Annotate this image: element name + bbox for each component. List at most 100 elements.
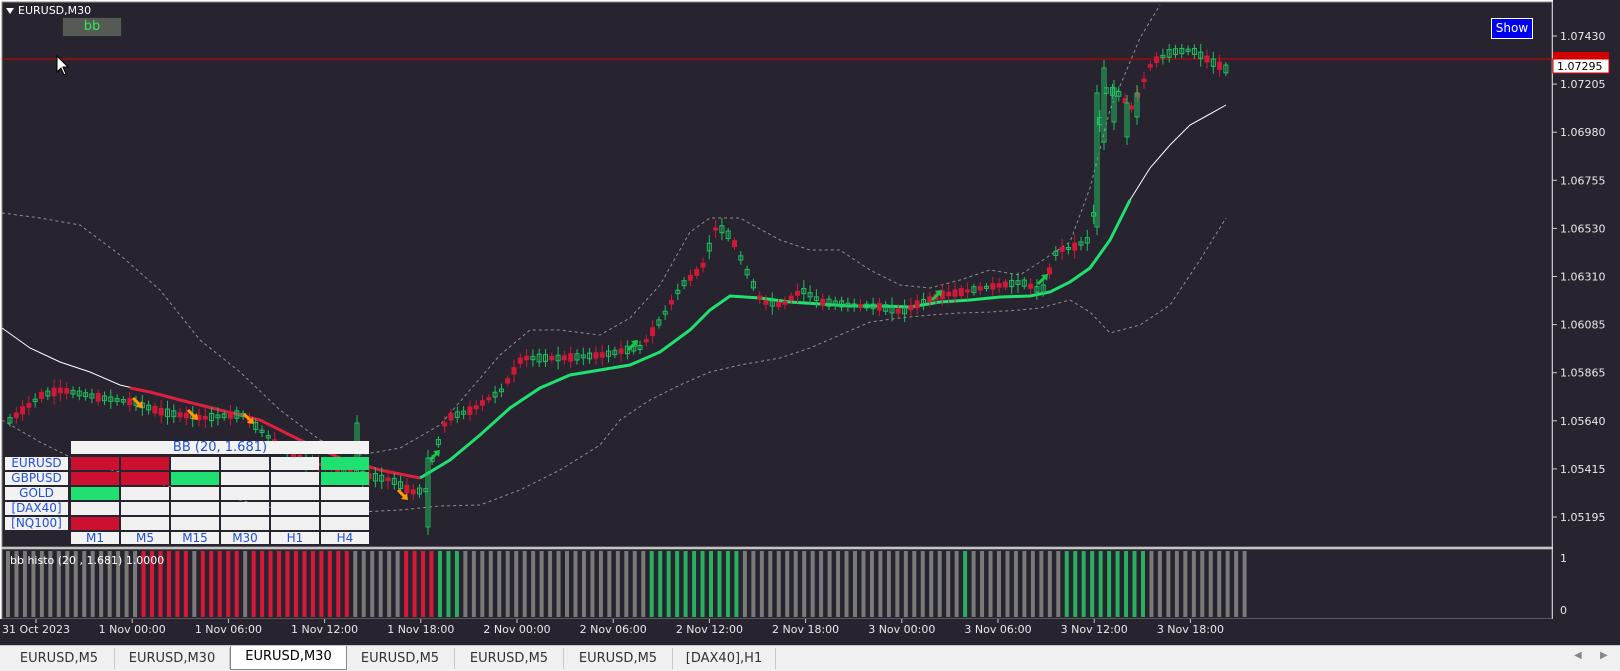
histogram-bar xyxy=(929,551,934,617)
price-chart[interactable]: 1.07430 1.07205 1.06980 1.06755 1.06530 1.063… xyxy=(0,0,1620,645)
candle-body xyxy=(435,439,441,446)
histogram-bar xyxy=(378,551,383,617)
dashboard-cell xyxy=(221,517,269,530)
histogram-bar xyxy=(1039,551,1044,617)
dashboard-cell xyxy=(121,517,169,530)
time-label: 31 Oct 2023 xyxy=(2,623,70,636)
chart-tab[interactable]: EURUSD,M5 xyxy=(4,648,115,669)
candle-body xyxy=(1040,284,1046,293)
candle-body xyxy=(687,274,693,281)
histogram-bar xyxy=(624,551,629,617)
dashboard-timeframe-label[interactable]: M30 xyxy=(221,532,269,544)
dashboard-timeframe-label[interactable]: H4 xyxy=(321,532,369,544)
time-label: 3 Nov 18:00 xyxy=(1157,623,1224,636)
dropdown-triangle-icon[interactable] xyxy=(6,7,14,14)
dashboard-symbol-label[interactable]: EURUSD xyxy=(5,457,68,470)
histogram-bar xyxy=(1174,551,1179,617)
price-label: 1.07430 xyxy=(1560,30,1606,43)
chart-tab[interactable]: EURUSD,M5 xyxy=(455,648,564,669)
chart-tab[interactable]: EURUSD,M30 xyxy=(115,648,230,669)
chart-tab-bar: EURUSD,M5 EURUSD,M30 EURUSD,M30 EURUSD,M5 EU… xyxy=(0,645,1620,671)
candle-body xyxy=(1223,64,1229,74)
dashboard-cell xyxy=(71,502,119,515)
candle-body xyxy=(984,285,989,289)
candle-body xyxy=(908,304,914,311)
buy-arrow-icon xyxy=(626,340,638,352)
dashboard-cell xyxy=(221,502,269,515)
tab-scroll-left-icon[interactable]: ◀ xyxy=(1574,650,1582,661)
histogram-bar xyxy=(912,551,917,617)
candle-body xyxy=(13,412,19,419)
histogram-bar xyxy=(1073,551,1078,617)
chart-symbol-title[interactable]: EURUSD,M30 xyxy=(6,4,91,17)
histogram-bar xyxy=(810,551,815,617)
dashboard-symbol-label[interactable]: [DAX40] xyxy=(5,502,68,515)
histogram-bar xyxy=(124,551,129,617)
price-label: 1.05640 xyxy=(1560,415,1606,428)
bb-button[interactable]: bb xyxy=(62,17,122,37)
candle-body xyxy=(757,295,763,300)
dashboard-symbol-label[interactable]: [NQ100] xyxy=(5,517,68,530)
histogram-bar xyxy=(1132,551,1137,617)
main-plot-area[interactable] xyxy=(1,1,1553,548)
histogram-bar xyxy=(666,551,671,617)
dashboard-timeframe-label[interactable]: M5 xyxy=(121,532,169,544)
histogram-bar xyxy=(1217,551,1222,617)
histogram-bar xyxy=(878,551,883,617)
candle-body xyxy=(1021,279,1027,287)
histogram-bar xyxy=(209,551,214,617)
price-label: 1.06085 xyxy=(1560,319,1606,332)
price-label: 1.06530 xyxy=(1560,222,1606,235)
histogram-bar xyxy=(963,551,968,617)
chart-tab[interactable]: [DAX40],H1 xyxy=(673,648,776,669)
candle-body xyxy=(561,355,567,361)
chart-tab[interactable]: EURUSD,M5 xyxy=(346,648,455,669)
dashboard-timeframe-label[interactable]: H1 xyxy=(271,532,319,544)
candle-body xyxy=(927,296,933,303)
histogram-bar xyxy=(1157,551,1162,617)
candle-body xyxy=(524,355,530,361)
histogram-bar xyxy=(421,551,426,617)
candle-body xyxy=(398,481,404,490)
dashboard-cell xyxy=(171,502,219,515)
chart-window[interactable]: 1.07430 1.07205 1.06980 1.06755 1.06530 1.063… xyxy=(0,0,1620,645)
candle-body xyxy=(83,392,89,398)
dashboard-symbol-label[interactable]: GBPUSD xyxy=(5,472,68,485)
candle-body xyxy=(70,389,76,395)
candle-body xyxy=(57,387,63,394)
show-button[interactable]: Show xyxy=(1491,18,1533,39)
dashboard-timeframe-label[interactable]: M15 xyxy=(171,532,219,544)
candle-body xyxy=(990,283,996,290)
candle-body xyxy=(425,457,431,528)
bid-price-marker xyxy=(1553,52,1609,60)
histogram-bar xyxy=(22,551,27,617)
histogram-bar xyxy=(522,551,527,617)
dashboard-cell xyxy=(221,457,269,470)
histogram-bar xyxy=(471,551,476,617)
chart-tab[interactable]: EURUSD,M30 xyxy=(230,646,347,670)
dashboard-symbol-label[interactable]: GOLD xyxy=(5,487,68,500)
histogram-bar xyxy=(827,551,832,617)
candle-body xyxy=(1141,78,1147,83)
candle-body xyxy=(813,296,819,301)
candle-body xyxy=(769,300,775,307)
dashboard-cell xyxy=(321,502,369,515)
histogram-bar xyxy=(48,551,53,617)
dashboard-cell xyxy=(221,472,269,485)
candle-body xyxy=(650,327,656,337)
histogram-bar xyxy=(658,551,663,617)
histogram-bar xyxy=(82,551,87,617)
tab-scroll-right-icon[interactable]: ▶ xyxy=(1600,650,1608,661)
candle-body xyxy=(511,367,517,375)
candle-body xyxy=(234,410,240,419)
histogram-bar xyxy=(649,551,654,617)
histogram-bar xyxy=(590,551,595,617)
histogram-bar xyxy=(226,551,231,617)
histogram-bar xyxy=(234,551,239,617)
dashboard-cell xyxy=(71,487,119,500)
histogram-bar xyxy=(776,551,781,617)
time-label: 2 Nov 00:00 xyxy=(483,623,550,636)
histogram-bar xyxy=(65,551,70,617)
dashboard-timeframe-label[interactable]: M1 xyxy=(71,532,119,544)
chart-tab[interactable]: EURUSD,M5 xyxy=(564,648,673,669)
